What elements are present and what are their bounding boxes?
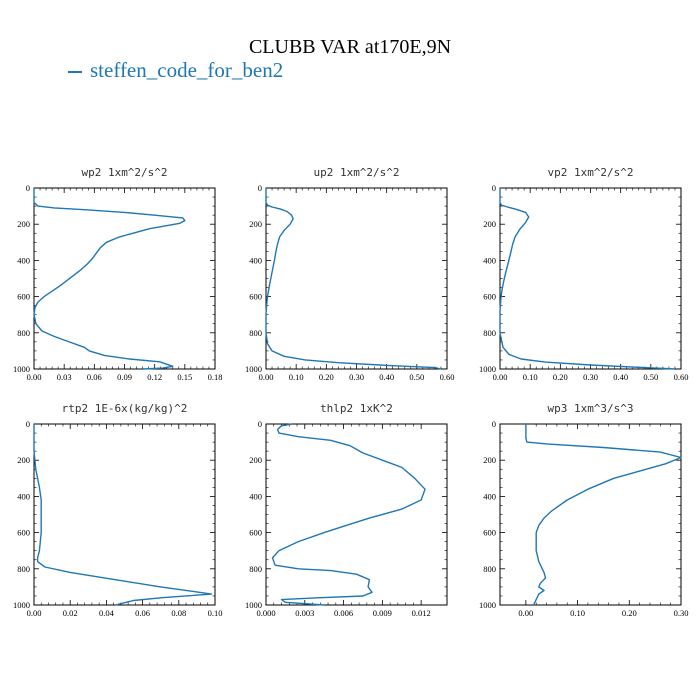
y-tick-label: 200 [483,219,496,229]
y-tick-label: 0 [258,183,262,193]
x-tick-label: 0.012 [412,608,431,618]
y-tick-label: 600 [17,292,30,302]
x-tick-label: 0.40 [613,372,628,382]
x-tick-label: 0.12 [147,372,162,382]
x-tick-label: 0.18 [208,372,223,382]
x-tick-label: 0.08 [171,608,186,618]
series-line [525,424,682,606]
y-tick-label: 600 [483,292,496,302]
x-tick-label: 0.00 [27,608,42,618]
series-line [265,188,442,370]
panel-title: rtp2 1E-6x(kg/kg)^2 [62,402,188,415]
x-tick-label: 0.00 [27,372,42,382]
series-line [271,423,426,606]
x-tick-label: 0.009 [373,608,392,618]
y-tick-label: 200 [249,219,262,229]
panel-title: wp2 1xm^2/s^2 [81,166,167,179]
x-tick-label: 0.10 [208,608,223,618]
series-line [33,424,213,606]
y-tick-label: 800 [249,564,262,574]
y-tick-label: 200 [17,455,30,465]
x-tick-label: 0.50 [643,372,658,382]
y-tick-label: 800 [483,564,496,574]
y-tick-label: 600 [249,528,262,538]
series-line [33,188,186,370]
x-tick-label: 0.10 [523,372,538,382]
y-tick-label: 400 [483,491,496,501]
legend-label: steffen_code_for_ben2 [90,58,284,82]
x-tick-label: 0.20 [553,372,568,382]
x-tick-label: 0.000 [256,608,275,618]
x-tick-label: 0.20 [319,372,334,382]
y-tick-label: 800 [17,564,30,574]
y-tick-label: 400 [17,491,30,501]
y-tick-label: 800 [483,328,496,338]
x-tick-label: 0.20 [622,608,637,618]
x-tick-label: 0.09 [117,372,132,382]
x-tick-label: 0.10 [570,608,585,618]
x-tick-label: 0.02 [63,608,78,618]
x-tick-label: 0.06 [135,608,150,618]
y-tick-label: 1000 [245,364,262,374]
panel-title: up2 1xm^2/s^2 [313,166,399,179]
y-tick-label: 400 [483,255,496,265]
x-tick-label: 0.30 [674,608,689,618]
x-tick-label: 0.15 [177,372,192,382]
y-tick-label: 1000 [479,600,496,610]
panel-title: wp3 1xm^3/s^3 [547,402,633,415]
x-tick-label: 0.60 [440,372,455,382]
series-line [499,188,676,370]
y-tick-label: 0 [26,183,30,193]
y-tick-label: 800 [17,328,30,338]
x-tick-label: 0.50 [409,372,424,382]
x-tick-label: 0.60 [674,372,689,382]
x-tick-label: 0.30 [583,372,598,382]
y-tick-label: 1000 [479,364,496,374]
plot-frame [265,423,448,606]
legend-swatch [68,71,82,74]
y-tick-label: 1000 [13,600,30,610]
x-tick-label: 0.00 [518,608,533,618]
panel-title: vp2 1xm^2/s^2 [547,166,633,179]
x-tick-label: 0.06 [87,372,102,382]
y-tick-label: 200 [17,219,30,229]
x-tick-label: 0.006 [334,608,353,618]
chart-title: CLUBB VAR at170E,9N [248,36,452,58]
y-tick-label: 400 [17,255,30,265]
plot-frame [265,187,448,370]
x-tick-label: 0.04 [99,608,115,618]
x-tick-label: 0.003 [295,608,314,618]
y-tick-label: 200 [249,455,262,465]
panel-title: thlp2 1xK^2 [320,402,393,415]
y-tick-label: 1000 [245,600,262,610]
y-tick-label: 800 [249,328,262,338]
x-tick-label: 0.03 [57,372,72,382]
y-tick-label: 600 [483,528,496,538]
x-tick-label: 0.30 [349,372,364,382]
y-tick-label: 0 [492,183,496,193]
legend: steffen_code_for_ben2 [68,58,283,83]
y-tick-label: 0 [492,419,496,429]
plot-frame [33,423,216,606]
x-tick-label: 0.40 [379,372,394,382]
plot-frame [33,187,216,370]
y-tick-label: 0 [26,419,30,429]
y-tick-label: 200 [483,455,496,465]
y-tick-label: 600 [17,528,30,538]
x-tick-label: 0.00 [493,372,508,382]
y-tick-label: 400 [249,255,262,265]
y-tick-label: 400 [249,491,262,501]
x-tick-label: 0.00 [259,372,274,382]
y-tick-label: 600 [249,292,262,302]
y-tick-label: 1000 [13,364,30,374]
x-tick-label: 0.10 [289,372,304,382]
y-tick-label: 0 [258,419,262,429]
